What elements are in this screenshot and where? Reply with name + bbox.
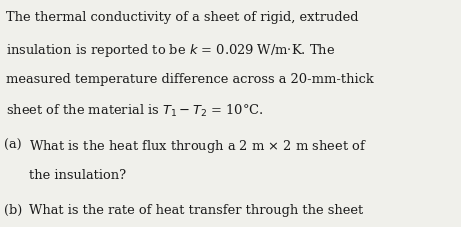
Text: (a): (a) bbox=[4, 138, 21, 151]
Text: insulation is reported to be $k$ = 0.029 W/m$\cdot$K. The: insulation is reported to be $k$ = 0.029… bbox=[6, 42, 335, 59]
Text: the insulation?: the insulation? bbox=[29, 169, 126, 182]
Text: What is the heat flux through a 2 m $\times$ 2 m sheet of: What is the heat flux through a 2 m $\ti… bbox=[29, 138, 366, 155]
Text: sheet of the material is $T_1 - T_2$ = 10°C.: sheet of the material is $T_1 - T_2$ = 1… bbox=[6, 103, 264, 119]
Text: The thermal conductivity of a sheet of rigid, extruded: The thermal conductivity of a sheet of r… bbox=[6, 11, 359, 24]
Text: (b): (b) bbox=[4, 204, 22, 217]
Text: What is the rate of heat transfer through the sheet: What is the rate of heat transfer throug… bbox=[29, 204, 363, 217]
Text: measured temperature difference across a 20-mm-thick: measured temperature difference across a… bbox=[6, 73, 374, 86]
